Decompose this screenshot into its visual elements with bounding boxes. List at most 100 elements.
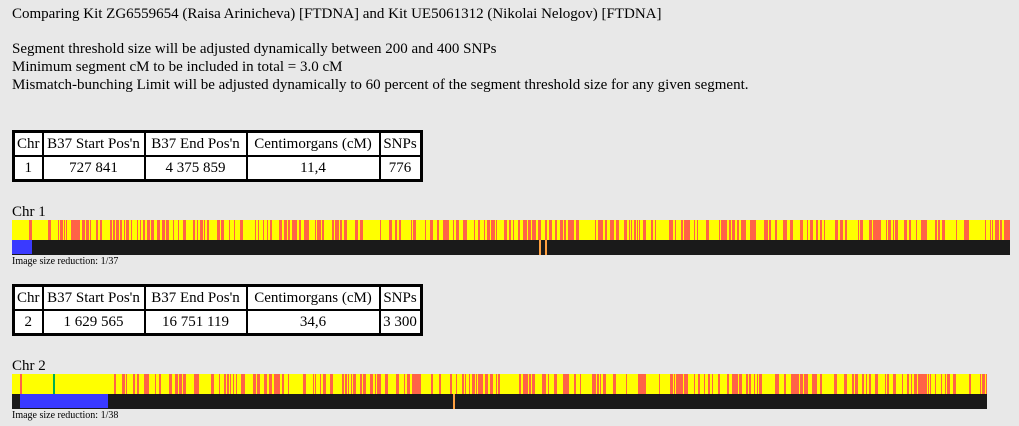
half-match-stripe — [739, 374, 742, 394]
half-match-stripe — [766, 220, 768, 240]
cell-cm: 34,6 — [246, 310, 380, 334]
half-match-stripe — [450, 374, 452, 394]
half-match-stripe — [279, 220, 282, 240]
half-match-stripe — [641, 374, 643, 394]
half-match-stripe — [887, 374, 889, 394]
half-match-stripe — [566, 374, 567, 394]
half-match-stripe — [754, 374, 755, 394]
half-match-stripe — [816, 374, 817, 394]
half-match-stripe — [869, 374, 871, 394]
half-match-stripe — [313, 374, 314, 394]
half-match-stripe — [360, 374, 362, 394]
half-match-stripe — [644, 220, 646, 240]
half-match-stripe — [303, 374, 306, 394]
half-match-stripe — [162, 220, 165, 240]
half-match-stripe — [241, 374, 244, 394]
half-match-stripe — [147, 220, 150, 240]
half-match-stripe — [480, 374, 483, 394]
half-match-stripe — [348, 374, 349, 394]
half-match-stripe — [548, 374, 549, 394]
threshold-info: Segment threshold size will be adjusted … — [12, 41, 497, 57]
half-match-stripe — [875, 374, 878, 394]
half-match-stripe — [542, 374, 545, 394]
half-match-stripe — [288, 220, 290, 240]
half-match-stripe — [380, 374, 381, 394]
half-match-stripe — [474, 220, 475, 240]
half-match-stripe — [126, 220, 128, 240]
half-match-stripe — [862, 374, 864, 394]
half-match-stripe — [173, 220, 174, 240]
half-match-stripe — [58, 220, 59, 240]
cell-end: 4 375 859 — [144, 156, 247, 180]
cell-start: 1 629 565 — [42, 310, 145, 334]
half-match-stripe — [746, 374, 748, 394]
col-cm: Centimorgans (cM) — [246, 132, 380, 156]
half-match-stripe — [315, 220, 316, 240]
cell-snps: 776 — [379, 156, 421, 180]
half-match-stripe — [980, 374, 981, 394]
half-match-stripe — [902, 374, 903, 394]
half-match-stripe — [464, 220, 467, 240]
half-match-stripe — [807, 374, 808, 394]
half-match-stripe — [921, 220, 924, 240]
half-match-stripe — [613, 220, 614, 240]
half-match-stripe — [568, 220, 571, 240]
half-match-stripe — [595, 220, 596, 240]
segment-table-chr2: Chr B37 Start Pos'n B37 End Pos'n Centim… — [12, 284, 423, 336]
half-match-stripe — [594, 374, 596, 394]
half-match-stripe — [790, 220, 793, 240]
half-match-stripe — [60, 220, 63, 240]
half-match-stripe — [224, 374, 226, 394]
half-match-stripe — [244, 374, 245, 394]
half-match-stripe — [462, 374, 464, 394]
half-match-stripe — [200, 220, 202, 240]
half-match-stripe — [807, 220, 808, 240]
half-match-stripe — [643, 374, 645, 394]
half-match-stripe — [304, 220, 307, 240]
half-match-stripe — [613, 374, 616, 394]
chr2-match-bar — [12, 374, 987, 409]
half-match-stripe — [757, 374, 758, 394]
half-match-stripe — [71, 220, 74, 240]
half-match-stripe — [643, 220, 644, 240]
half-match-stripe — [918, 374, 921, 394]
half-match-stripe — [122, 374, 125, 394]
half-match-stripe — [813, 374, 815, 394]
half-match-stripe — [744, 220, 746, 240]
half-match-stripe — [784, 220, 787, 240]
cell-snps: 3 300 — [379, 310, 421, 334]
cell-chr: 2 — [14, 310, 43, 334]
half-match-stripe — [563, 374, 566, 394]
half-match-stripe — [687, 220, 690, 240]
segment-table-chr1: Chr B37 Start Pos'n B37 End Pos'n Centim… — [12, 130, 423, 182]
half-match-stripe — [637, 220, 638, 240]
half-match-stripe — [554, 374, 557, 394]
half-match-stripe — [504, 220, 507, 240]
half-match-stripe — [916, 220, 917, 240]
half-match-stripe — [812, 374, 813, 394]
half-match-stripe — [651, 220, 653, 240]
half-match-stripe — [478, 220, 480, 240]
half-match-stripe — [629, 220, 630, 240]
half-match-stripe — [469, 374, 470, 394]
half-match-stripe — [907, 374, 909, 394]
half-match-stripe — [992, 220, 993, 240]
half-match-stripe — [322, 220, 323, 240]
half-match-stripe — [938, 220, 940, 240]
half-match-stripe — [626, 374, 627, 394]
half-match-stripe — [446, 220, 449, 240]
col-start: B37 Start Pos'n — [42, 132, 145, 156]
half-match-stripe — [484, 220, 485, 240]
mismatch-info: Mismatch-bunching Limit will be adjusted… — [12, 77, 749, 93]
half-match-stripe — [257, 374, 260, 394]
half-match-stripe — [351, 374, 352, 394]
half-match-stripe — [29, 220, 32, 240]
half-match-stripe — [676, 374, 677, 394]
half-match-stripe — [335, 220, 338, 240]
comparison-title: Comparing Kit ZG6559654 (Raisa Arinichev… — [12, 6, 662, 22]
half-match-stripe — [233, 374, 234, 394]
half-match-stripe — [166, 220, 169, 240]
half-match-stripe — [211, 374, 214, 394]
half-match-stripe — [796, 374, 799, 394]
half-match-stripe — [519, 374, 521, 394]
